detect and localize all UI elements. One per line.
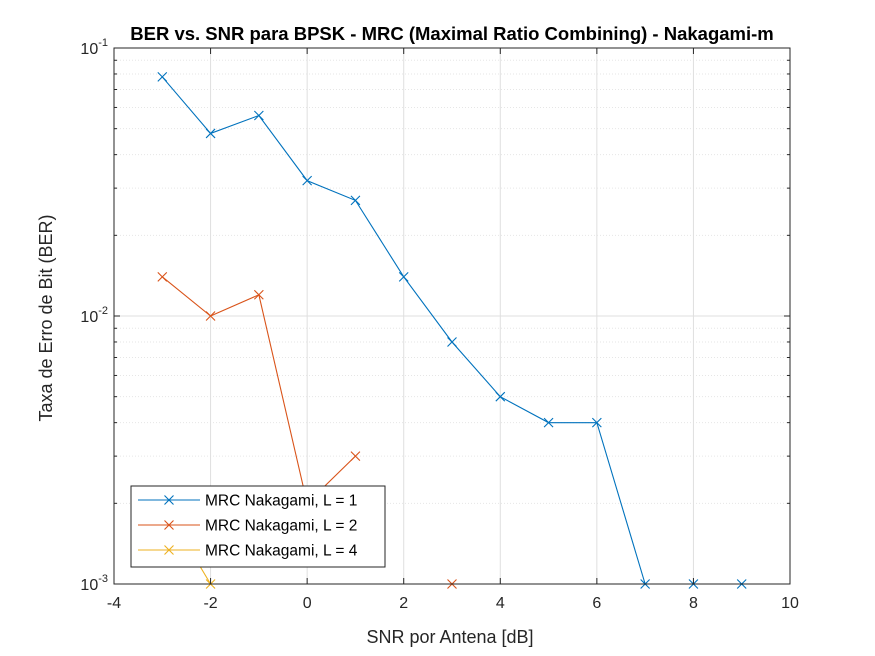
x-axis-ticks: -4 -2 0 2 4 6 8 10 (107, 48, 799, 612)
chart-title: BER vs. SNR para BPSK - MRC (Maximal Rat… (130, 23, 774, 44)
x-tick-label: 4 (496, 595, 505, 612)
data-point (398, 271, 409, 282)
legend-label: MRC Nakagami, L = 2 (205, 518, 357, 535)
x-tick-label: 2 (399, 595, 408, 612)
x-axis-label: SNR por Antena [dB] (366, 627, 533, 647)
data-point (543, 417, 554, 428)
y-tick-label: 10-3 (80, 573, 108, 594)
y-axis-label: Taxa de Erro de Bit (BER) (36, 214, 56, 421)
data-point (205, 128, 216, 139)
y-axis-ticks: 10-1 10-2 10-3 (80, 37, 790, 594)
data-point (253, 110, 264, 121)
x-tick-label: 6 (592, 595, 601, 612)
data-point (447, 337, 457, 347)
data-point (157, 72, 168, 82)
legend-marker (164, 545, 174, 555)
data-point (157, 271, 168, 282)
x-tick-label: -2 (203, 595, 217, 612)
data-point (350, 451, 361, 462)
legend-item-1: MRC Nakagami, L = 1 (138, 493, 357, 510)
legend-label: MRC Nakagami, L = 4 (205, 543, 358, 560)
legend-marker (164, 495, 174, 505)
x-tick-label: 0 (303, 595, 312, 612)
data-point (495, 391, 506, 402)
data-point (302, 175, 313, 186)
legend-item-2: MRC Nakagami, L = 2 (138, 518, 357, 535)
x-tick-label: 10 (781, 595, 799, 612)
y-tick-label: 10-2 (80, 305, 108, 326)
legend-item-3: MRC Nakagami, L = 4 (138, 543, 358, 560)
data-point (350, 195, 361, 206)
y-tick-label: 10-1 (80, 37, 108, 58)
legend: MRC Nakagami, L = 1 MRC Nakagami, L = 2 MR… (130, 485, 386, 568)
x-tick-label: -4 (107, 595, 121, 612)
legend-label: MRC Nakagami, L = 1 (205, 493, 357, 510)
legend-marker (164, 520, 174, 530)
data-point (253, 289, 264, 300)
x-tick-label: 8 (689, 595, 698, 612)
data-point (205, 311, 216, 321)
data-point (591, 417, 602, 428)
